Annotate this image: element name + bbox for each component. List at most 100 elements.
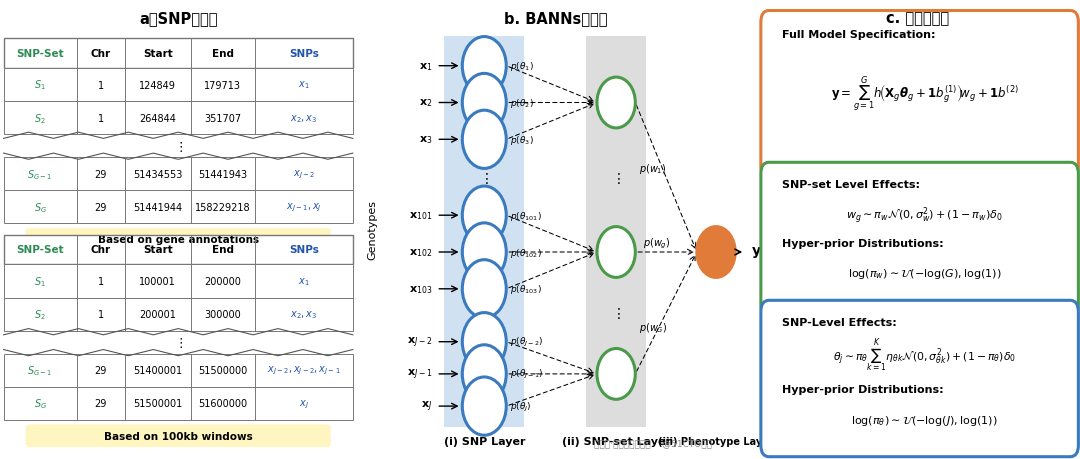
Text: 158229218: 158229218: [194, 202, 251, 213]
FancyBboxPatch shape: [444, 37, 524, 427]
Text: $\theta_j \sim \pi_\theta \sum_{k=1}^{K} \eta_{\theta k}\mathcal{N}(0, \sigma_{\: $\theta_j \sim \pi_\theta \sum_{k=1}^{K}…: [833, 337, 1016, 374]
Text: $p(w_g)$: $p(w_g)$: [644, 236, 671, 251]
Text: SNPs: SNPs: [288, 49, 319, 59]
Ellipse shape: [597, 78, 635, 129]
Bar: [3, 191, 353, 224]
Text: 29: 29: [94, 169, 107, 179]
Ellipse shape: [462, 74, 507, 132]
Text: $x_{J-2},x_{J-2},x_{J-1}$: $x_{J-2},x_{J-2},x_{J-1}$: [267, 364, 340, 376]
Text: 264844: 264844: [139, 113, 176, 123]
Text: 200000: 200000: [204, 276, 241, 286]
Text: $\mathbf{y}$: $\mathbf{y}$: [752, 245, 762, 260]
Bar: [3, 158, 353, 191]
Text: Based on gene annotations: Based on gene annotations: [97, 235, 259, 245]
Text: $\vdots$: $\vdots$: [174, 336, 183, 349]
Text: 51441943: 51441943: [199, 169, 247, 179]
Text: 100001: 100001: [139, 276, 176, 286]
Ellipse shape: [462, 187, 507, 245]
Text: 51441944: 51441944: [133, 202, 183, 213]
Text: $x_{J-2}$: $x_{J-2}$: [293, 168, 314, 180]
Text: $\log(\pi_w) \sim \mathcal{U}(-\log(G), \log(1))$: $\log(\pi_w) \sim \mathcal{U}(-\log(G), …: [848, 266, 1001, 280]
Text: $\vdots$: $\vdots$: [174, 140, 183, 153]
Text: 351707: 351707: [204, 113, 241, 123]
Text: 29: 29: [94, 398, 107, 409]
Text: $\mathbf{x}_{102}$: $\mathbf{x}_{102}$: [409, 246, 432, 258]
FancyBboxPatch shape: [760, 163, 1079, 317]
Text: $p(w_G)$: $p(w_G)$: [639, 320, 667, 334]
Text: $x_J$: $x_J$: [299, 397, 309, 409]
Text: $x_2,x_3$: $x_2,x_3$: [291, 308, 318, 320]
Text: $p(\theta_{J-1})$: $p(\theta_{J-1})$: [510, 368, 543, 381]
Text: $p(\theta_J)$: $p(\theta_J)$: [510, 400, 531, 413]
Text: 29: 29: [94, 202, 107, 213]
Text: $\mathbf{x}_{J-2}$: $\mathbf{x}_{J-2}$: [407, 335, 432, 349]
Text: $S_G$: $S_G$: [33, 397, 46, 410]
Text: (ii) SNP-set Layer: (ii) SNP-set Layer: [562, 436, 671, 446]
Text: $x_1$: $x_1$: [298, 275, 310, 287]
Text: $S_{G-1}$: $S_{G-1}$: [27, 364, 53, 377]
Text: Chr: Chr: [91, 49, 111, 59]
Text: Start: Start: [143, 49, 173, 59]
Text: $\log(\pi_\theta) \sim \mathcal{U}(-\log(J), \log(1))$: $\log(\pi_\theta) \sim \mathcal{U}(-\log…: [851, 413, 998, 427]
Text: $\mathbf{x}_{103}$: $\mathbf{x}_{103}$: [409, 283, 432, 295]
Text: 200001: 200001: [139, 309, 176, 319]
FancyBboxPatch shape: [26, 229, 330, 251]
Text: $x_{J-1},x_J$: $x_{J-1},x_J$: [286, 202, 322, 213]
Text: 1: 1: [97, 80, 104, 90]
Text: $\vdots$: $\vdots$: [611, 306, 621, 321]
Ellipse shape: [462, 38, 507, 95]
Text: b. BANNs框架图: b. BANNs框架图: [504, 11, 608, 27]
Text: 51600000: 51600000: [199, 398, 247, 409]
Text: SNP-Set: SNP-Set: [16, 245, 64, 255]
Bar: [3, 354, 353, 387]
Text: $\mathbf{y} = \sum_{g=1}^{G} h\!\left(\mathbf{X}_g\boldsymbol{\theta}_g + \mathb: $\mathbf{y} = \sum_{g=1}^{G} h\!\left(\m…: [831, 74, 1018, 114]
FancyBboxPatch shape: [760, 301, 1079, 457]
Text: Based on 100kb windows: Based on 100kb windows: [104, 431, 253, 441]
Ellipse shape: [597, 227, 635, 278]
Text: Hyper-prior Distributions:: Hyper-prior Distributions:: [782, 384, 944, 394]
Text: $\mathbf{x}_{J-1}$: $\mathbf{x}_{J-1}$: [407, 367, 432, 381]
Text: 1: 1: [97, 113, 104, 123]
Text: $\vdots$: $\vdots$: [480, 170, 489, 185]
Ellipse shape: [462, 377, 507, 435]
Text: 29: 29: [94, 365, 107, 375]
Text: $p(\theta_1)$: $p(\theta_1)$: [510, 60, 534, 73]
Text: Hyper-prior Distributions:: Hyper-prior Distributions:: [782, 238, 944, 248]
Text: $p(\theta_2)$: $p(\theta_2)$: [510, 97, 534, 110]
Text: 公众号·生物信息与育种    @51CTO博客: 公众号·生物信息与育种 @51CTO博客: [594, 438, 713, 448]
Text: (i) SNP Layer: (i) SNP Layer: [444, 436, 525, 446]
Text: $p(\theta_{103})$: $p(\theta_{103})$: [510, 283, 542, 296]
Text: $\mathbf{x}_2$: $\mathbf{x}_2$: [419, 97, 432, 109]
Text: $x_2,x_3$: $x_2,x_3$: [291, 112, 318, 124]
Text: $\vdots$: $\vdots$: [480, 308, 489, 323]
Bar: [3, 102, 353, 135]
Text: $S_G$: $S_G$: [33, 201, 46, 214]
Text: 1: 1: [97, 309, 104, 319]
Text: $p(\theta_3)$: $p(\theta_3)$: [510, 134, 534, 146]
Text: Full Model Specification:: Full Model Specification:: [782, 29, 935, 39]
Bar: [3, 265, 353, 298]
Text: 51434553: 51434553: [133, 169, 183, 179]
FancyBboxPatch shape: [586, 37, 646, 427]
Text: $\vdots$: $\vdots$: [611, 170, 621, 185]
Text: Chr: Chr: [91, 245, 111, 255]
Text: 300000: 300000: [204, 309, 241, 319]
Text: 179713: 179713: [204, 80, 241, 90]
Text: $S_2$: $S_2$: [35, 112, 46, 125]
Text: $x_1$: $x_1$: [298, 79, 310, 91]
Ellipse shape: [697, 227, 735, 278]
Text: $w_g \sim \pi_w \mathcal{N}(0, \sigma_w^2) + (1 - \pi_w)\delta_0$: $w_g \sim \pi_w \mathcal{N}(0, \sigma_w^…: [846, 204, 1003, 225]
Text: c. 模型表达式: c. 模型表达式: [887, 11, 949, 27]
Text: 1: 1: [97, 276, 104, 286]
Text: $\mathbf{x}_3$: $\mathbf{x}_3$: [419, 134, 432, 146]
Text: 51500001: 51500001: [133, 398, 183, 409]
Text: $S_2$: $S_2$: [35, 308, 46, 321]
Text: SNP-set Level Effects:: SNP-set Level Effects:: [782, 179, 920, 190]
Bar: [3, 69, 353, 102]
Text: SNPs: SNPs: [288, 245, 319, 255]
Text: $p(\theta_{102})$: $p(\theta_{102})$: [510, 246, 542, 259]
Ellipse shape: [462, 313, 507, 371]
Ellipse shape: [462, 111, 507, 169]
Text: (iii) Phenotype Layer: (iii) Phenotype Layer: [658, 436, 774, 446]
Text: $p(w_1)$: $p(w_1)$: [639, 162, 666, 176]
